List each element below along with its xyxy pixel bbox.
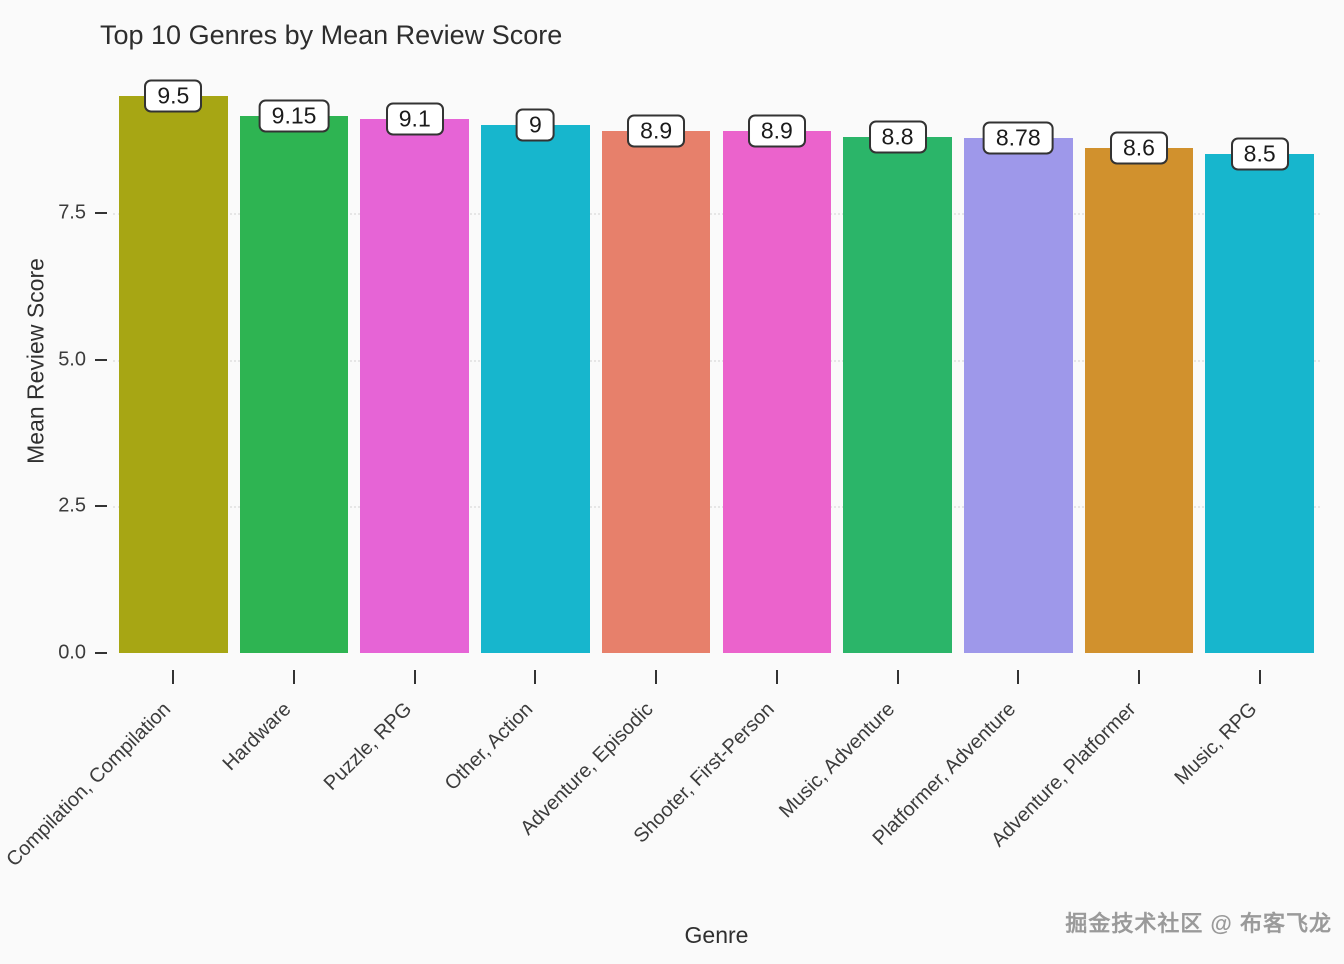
y-tick-label: 0.0	[58, 641, 86, 664]
bar-5	[601, 130, 711, 653]
x-tick-label: Music, Adventure	[775, 698, 900, 823]
bar-9	[1084, 148, 1194, 653]
bar-value-label: 8.9	[627, 114, 686, 148]
y-axis-tick	[95, 358, 107, 361]
bar-value-label: 8.9	[747, 114, 806, 148]
chart-title: Top 10 Genres by Mean Review Score	[100, 20, 563, 50]
gridline	[113, 212, 1320, 215]
bar-2	[239, 116, 349, 653]
x-tick-label: Puzzle, RPG	[320, 698, 417, 795]
y-tick-label: 5.0	[58, 348, 86, 371]
y-axis-tick	[95, 505, 107, 508]
bar-value-label: 9.1	[385, 102, 444, 136]
x-axis-tick	[413, 670, 416, 684]
bar-10	[1205, 154, 1314, 653]
bar-1	[119, 95, 228, 653]
bar-value-label: 8.6	[1109, 131, 1168, 165]
y-axis-tick	[95, 652, 107, 654]
bar-value-label: 8.5	[1230, 137, 1289, 171]
bar-value-label: 8.8	[868, 120, 927, 154]
x-axis-tick	[172, 670, 175, 684]
x-axis-tick	[534, 670, 537, 684]
gridline	[113, 506, 1320, 509]
x-axis-tick	[293, 670, 296, 684]
x-tick-label: Music, RPG	[1170, 698, 1262, 790]
bar-value-label: 9.15	[258, 99, 330, 133]
bar-value-label: 9.5	[144, 79, 203, 113]
x-axis-tick	[655, 670, 658, 684]
bar-6	[722, 130, 832, 653]
y-tick-label: 7.5	[58, 201, 86, 224]
x-tick-label: Hardware	[218, 698, 296, 776]
x-axis-tick	[1137, 670, 1140, 684]
x-axis-tick	[775, 670, 778, 684]
bar-value-label: 9	[516, 108, 555, 142]
bar-4	[481, 124, 590, 653]
bar-8	[963, 137, 1073, 653]
y-tick-label: 2.5	[58, 494, 86, 517]
watermark: 掘金技术社区 @ 布客飞龙	[1065, 911, 1332, 936]
x-axis-tick	[896, 670, 899, 684]
x-tick-label: Other, Action	[440, 698, 538, 795]
gridline	[113, 359, 1320, 362]
x-axis-tick	[1017, 670, 1020, 684]
bar-value-label: 8.78	[982, 121, 1054, 155]
x-axis-title: Genre	[684, 922, 749, 948]
y-axis-tick	[95, 211, 107, 214]
bar-7	[843, 136, 952, 653]
x-tick-label: Compilation, Compilation	[2, 698, 176, 871]
x-axis-tick	[1258, 670, 1261, 684]
x-tick-label: Adventure, Episodic	[516, 698, 658, 840]
bar-3	[360, 119, 470, 653]
